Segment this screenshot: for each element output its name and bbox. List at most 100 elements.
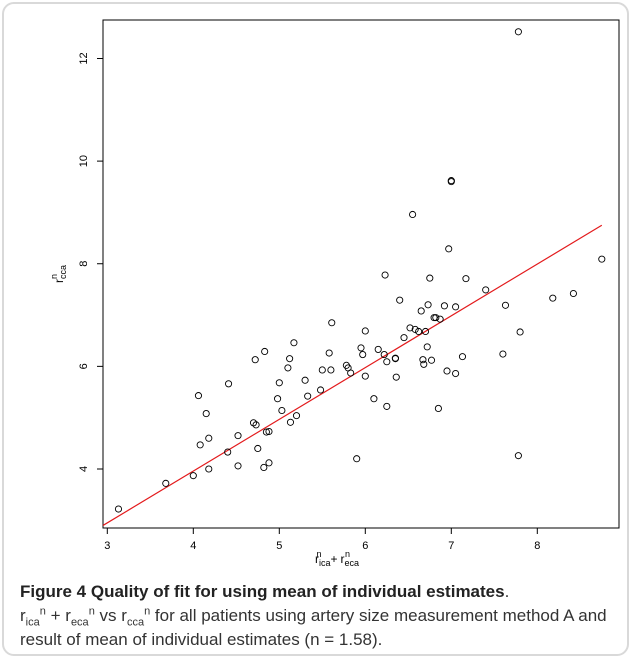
data-point	[417, 307, 425, 315]
data-point	[514, 452, 522, 460]
data-point	[458, 353, 467, 361]
data-point	[426, 274, 434, 282]
data-point	[275, 379, 283, 387]
data-point	[194, 392, 203, 400]
data-point	[501, 301, 510, 309]
data-point	[265, 459, 273, 467]
data-point	[452, 369, 460, 378]
tick-layer: 3 4 5 6 7 8 4 6 8 10 12	[78, 52, 540, 552]
data-point	[225, 380, 233, 388]
data-point	[374, 345, 382, 353]
data-point	[400, 334, 408, 342]
data-point	[423, 343, 431, 351]
x-tick-label: 5	[276, 540, 282, 552]
x-tick-label: 7	[448, 540, 454, 552]
x-tick-label: 4	[190, 540, 196, 552]
data-point	[205, 434, 213, 442]
x-title-sub-eca: eca	[345, 558, 360, 568]
data-point	[409, 210, 417, 219]
data-point	[202, 410, 210, 418]
data-point	[383, 402, 391, 410]
data-point	[274, 395, 282, 403]
data-point	[499, 350, 507, 358]
data-point	[380, 351, 388, 359]
y-axis-title: rccan	[49, 265, 68, 283]
data-point	[327, 366, 335, 374]
data-point	[317, 386, 325, 394]
data-point	[328, 319, 336, 327]
data-point	[462, 275, 470, 283]
x-title-sup-n: n	[316, 549, 321, 559]
data-point	[392, 373, 400, 381]
data-point	[318, 366, 326, 374]
data-point	[549, 294, 557, 302]
data-point	[415, 327, 423, 336]
data-point	[383, 358, 391, 366]
data-point	[260, 463, 268, 472]
x-axis-title: rican + recan	[315, 549, 359, 568]
data-point	[361, 372, 369, 380]
data-point	[234, 462, 242, 470]
data-point	[301, 376, 309, 384]
figure-title: Quality of fit for using mean of individ…	[90, 582, 505, 601]
data-point	[357, 344, 365, 352]
caption-body: for all patients using artery size measu…	[20, 606, 607, 649]
data-point	[162, 479, 170, 487]
data-point	[278, 406, 286, 415]
data-point	[427, 356, 436, 364]
caption-vs: vs	[94, 606, 122, 625]
caption-var-ica: rican	[20, 605, 46, 629]
points-layer	[114, 28, 606, 513]
y-tick-label: 10	[78, 155, 90, 167]
data-point	[434, 404, 442, 412]
data-point	[391, 355, 399, 363]
data-point	[361, 327, 369, 335]
x-tick-label: 6	[362, 540, 368, 552]
data-point	[286, 418, 295, 426]
data-point	[598, 255, 606, 263]
data-point	[251, 356, 259, 364]
svg-text:rccan: rccan	[49, 265, 68, 283]
data-point	[304, 392, 312, 400]
data-point	[261, 347, 269, 356]
data-point	[292, 412, 301, 420]
x-title-sup-n2: n	[345, 549, 350, 559]
data-point	[359, 351, 367, 359]
data-point	[381, 271, 389, 279]
y-tick-label: 12	[78, 52, 90, 64]
data-point	[411, 325, 419, 333]
figure-frame	[2, 2, 629, 656]
data-point	[265, 427, 273, 436]
y-tick-label: 8	[78, 261, 90, 267]
data-point	[205, 465, 213, 473]
data-point	[445, 245, 453, 253]
data-point	[569, 289, 577, 298]
data-point	[419, 356, 427, 364]
x-tick-label: 3	[104, 540, 110, 552]
data-point	[452, 303, 460, 311]
figure-title-period: .	[504, 582, 510, 601]
data-point	[325, 349, 333, 357]
y-title-sub-cca: cca	[58, 265, 68, 279]
y-tick-label: 4	[78, 466, 90, 472]
data-point	[482, 286, 490, 294]
data-point	[424, 301, 432, 309]
data-point	[514, 28, 522, 36]
data-point	[436, 315, 444, 323]
y-title-sup-n: n	[49, 274, 59, 279]
data-point	[440, 302, 448, 310]
data-point	[353, 455, 361, 463]
data-point	[254, 444, 262, 453]
data-point	[370, 395, 378, 403]
x-tick-label: 8	[534, 540, 540, 552]
data-point	[224, 448, 232, 456]
caption-var-eca: recan	[65, 605, 95, 629]
data-point	[432, 314, 440, 322]
data-point	[262, 428, 270, 436]
data-point	[516, 328, 524, 336]
data-point	[252, 421, 260, 429]
data-point	[447, 178, 455, 186]
data-point	[284, 364, 292, 372]
data-point	[396, 296, 404, 304]
data-point	[114, 505, 123, 513]
